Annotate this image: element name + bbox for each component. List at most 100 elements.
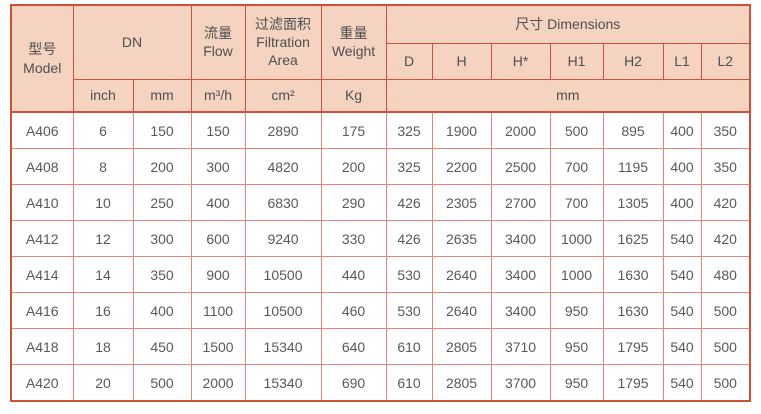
cell-mm: 250 bbox=[132, 184, 192, 221]
cell-d: 530 bbox=[385, 292, 433, 329]
header-dim-h1: H1 bbox=[549, 42, 604, 80]
cell-hstar: 3700 bbox=[490, 364, 551, 402]
table-row: A406 6 150 150 2890 175 325 1900 2000 50… bbox=[10, 111, 751, 149]
cell-mm: 350 bbox=[132, 256, 192, 293]
cell-inch: 12 bbox=[72, 220, 134, 257]
cell-l2: 350 bbox=[700, 111, 751, 149]
cell-area: 10500 bbox=[244, 292, 322, 329]
cell-h2: 1795 bbox=[602, 364, 664, 402]
header-dim-d: D bbox=[385, 42, 433, 80]
cell-h: 2640 bbox=[431, 256, 492, 293]
cell-l1: 400 bbox=[662, 184, 702, 221]
cell-inch: 16 bbox=[72, 292, 134, 329]
table-header: 型号 Model DN 流量 Flow 过滤面积 Filtration Area… bbox=[10, 4, 751, 113]
cell-l2: 420 bbox=[700, 220, 751, 257]
cell-area: 15340 bbox=[244, 328, 322, 365]
cell-h1: 950 bbox=[549, 328, 604, 365]
table-row: A418 18 450 1500 15340 640 610 2805 3710… bbox=[10, 328, 751, 365]
cell-inch: 18 bbox=[72, 328, 134, 365]
cell-hstar: 3710 bbox=[490, 328, 551, 365]
cell-hstar: 3400 bbox=[490, 292, 551, 329]
unit-dim-mm: mm bbox=[385, 78, 751, 113]
cell-weight: 200 bbox=[320, 148, 387, 185]
table-row: A412 12 300 600 9240 330 426 2635 3400 1… bbox=[10, 220, 751, 257]
cell-hstar: 3400 bbox=[490, 256, 551, 293]
header-dim-h: H bbox=[431, 42, 492, 80]
cell-area: 6830 bbox=[244, 184, 322, 221]
header-row-1: 型号 Model DN 流量 Flow 过滤面积 Filtration Area… bbox=[10, 4, 751, 113]
cell-mm: 150 bbox=[132, 111, 192, 149]
cell-weight: 690 bbox=[320, 364, 387, 402]
header-dim-h2: H2 bbox=[602, 42, 664, 80]
cell-area: 4820 bbox=[244, 148, 322, 185]
cell-l2: 480 bbox=[700, 256, 751, 293]
cell-mm: 400 bbox=[132, 292, 192, 329]
cell-h: 2805 bbox=[431, 328, 492, 365]
cell-h2: 895 bbox=[602, 111, 664, 149]
cell-mm: 450 bbox=[132, 328, 192, 365]
cell-l1: 400 bbox=[662, 148, 702, 185]
header-flow: 流量 Flow bbox=[190, 4, 246, 80]
unit-flow: m³/h bbox=[190, 78, 246, 113]
cell-h1: 950 bbox=[549, 292, 604, 329]
cell-h2: 1630 bbox=[602, 256, 664, 293]
cell-l2: 420 bbox=[700, 184, 751, 221]
cell-h: 2805 bbox=[431, 364, 492, 402]
header-weight: 重量 Weight bbox=[320, 4, 387, 80]
cell-l1: 400 bbox=[662, 111, 702, 149]
spec-table-container: 型号 Model DN 流量 Flow 过滤面积 Filtration Area… bbox=[10, 4, 752, 402]
cell-model: A420 bbox=[10, 364, 74, 402]
cell-d: 426 bbox=[385, 184, 433, 221]
unit-area: cm² bbox=[244, 78, 322, 113]
header-dn: DN bbox=[72, 4, 192, 80]
cell-area: 2890 bbox=[244, 111, 322, 149]
cell-d: 325 bbox=[385, 111, 433, 149]
cell-inch: 14 bbox=[72, 256, 134, 293]
cell-model: A414 bbox=[10, 256, 74, 293]
cell-l1: 540 bbox=[662, 328, 702, 365]
cell-h: 2640 bbox=[431, 292, 492, 329]
cell-d: 426 bbox=[385, 220, 433, 257]
cell-weight: 330 bbox=[320, 220, 387, 257]
cell-area: 9240 bbox=[244, 220, 322, 257]
cell-model: A406 bbox=[10, 111, 74, 149]
cell-inch: 10 bbox=[72, 184, 134, 221]
unit-inch: inch bbox=[72, 78, 134, 113]
cell-weight: 440 bbox=[320, 256, 387, 293]
header-filtration-area: 过滤面积 Filtration Area bbox=[244, 4, 322, 80]
cell-d: 530 bbox=[385, 256, 433, 293]
cell-flow: 150 bbox=[190, 111, 246, 149]
cell-l1: 540 bbox=[662, 220, 702, 257]
cell-weight: 175 bbox=[320, 111, 387, 149]
cell-flow: 400 bbox=[190, 184, 246, 221]
cell-h2: 1795 bbox=[602, 328, 664, 365]
cell-l2: 500 bbox=[700, 364, 751, 402]
cell-flow: 300 bbox=[190, 148, 246, 185]
header-model: 型号 Model bbox=[10, 4, 74, 113]
cell-l1: 540 bbox=[662, 364, 702, 402]
cell-h: 2305 bbox=[431, 184, 492, 221]
cell-h2: 1305 bbox=[602, 184, 664, 221]
cell-h2: 1630 bbox=[602, 292, 664, 329]
unit-weight: Kg bbox=[320, 78, 387, 113]
cell-h: 1900 bbox=[431, 111, 492, 149]
cell-inch: 20 bbox=[72, 364, 134, 402]
cell-weight: 640 bbox=[320, 328, 387, 365]
cell-h1: 700 bbox=[549, 184, 604, 221]
cell-h1: 500 bbox=[549, 111, 604, 149]
cell-h1: 1000 bbox=[549, 220, 604, 257]
cell-model: A408 bbox=[10, 148, 74, 185]
cell-mm: 200 bbox=[132, 148, 192, 185]
cell-mm: 300 bbox=[132, 220, 192, 257]
cell-flow: 1500 bbox=[190, 328, 246, 365]
header-row-2: D H H* H1 H2 L1 L2 bbox=[11, 42, 751, 80]
cell-h1: 1000 bbox=[549, 256, 604, 293]
cell-area: 10500 bbox=[244, 256, 322, 293]
cell-d: 325 bbox=[385, 148, 433, 185]
cell-model: A412 bbox=[10, 220, 74, 257]
table-row: A408 8 200 300 4820 200 325 2200 2500 70… bbox=[10, 148, 751, 185]
cell-area: 15340 bbox=[244, 364, 322, 402]
cell-flow: 1100 bbox=[190, 292, 246, 329]
cell-l1: 540 bbox=[662, 256, 702, 293]
cell-d: 610 bbox=[385, 328, 433, 365]
